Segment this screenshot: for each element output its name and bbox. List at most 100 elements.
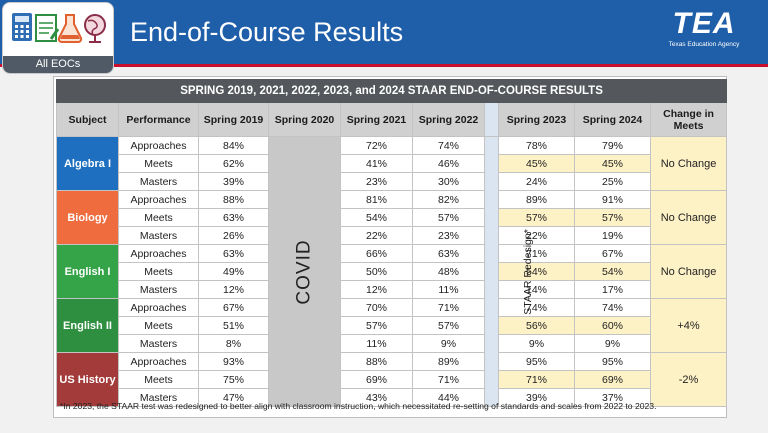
- value-cell-2019: 12%: [198, 280, 269, 299]
- value-cell-2022: 57%: [412, 316, 485, 335]
- table-row: Meets 63% 54% 57% 57% 57%: [57, 208, 727, 227]
- header-spring-2021: Spring 2021: [340, 102, 413, 137]
- value-cell-2023: 14%: [498, 280, 575, 299]
- table-row: English II Approaches 67% 70% 71% 74% 74% +4%: [56, 298, 728, 353]
- value-cell-2023: 9%: [498, 334, 575, 353]
- change-in-meets-cell: No Change: [649, 190, 728, 245]
- table-row: English I Approaches 63% 66% 63% 71% 67% No Cha…: [56, 244, 728, 299]
- value-cell-2022: 30%: [412, 172, 485, 191]
- value-cell-2021: 72%: [340, 136, 413, 155]
- results-table: SPRING 2019, 2021, 2022, 2023, and 2024 …: [55, 79, 728, 407]
- covid-column: COVID: [268, 136, 341, 407]
- value-cell-2019: 47%: [198, 388, 269, 407]
- value-cell-2024: 45%: [574, 154, 651, 173]
- performance-cell: Approaches: [118, 190, 199, 209]
- value-cell-2022: 89%: [412, 352, 485, 371]
- value-cell-2023: 74%: [498, 298, 575, 317]
- value-cell-2022: 48%: [412, 262, 485, 281]
- performance-cell: Approaches: [118, 352, 199, 371]
- value-cell-2019: 75%: [198, 370, 269, 389]
- value-cell-2023: 57%: [498, 208, 575, 227]
- value-cell-2021: 41%: [340, 154, 413, 173]
- value-cell-2024: 69%: [574, 370, 651, 389]
- performance-cell: Masters: [118, 388, 199, 407]
- value-cell-2024: 57%: [574, 208, 651, 227]
- header-change-in-meets: Change in Meets: [649, 102, 728, 137]
- value-cell-2024: 60%: [574, 316, 651, 335]
- header-spring-2024: Spring 2024: [574, 102, 651, 137]
- table-row: Algebra I Approaches 84% COVID 72% 74% STAAR R…: [56, 136, 728, 407]
- results-panel: SPRING 2019, 2021, 2022, 2023, and 2024 …: [53, 76, 728, 418]
- value-cell-2024: 67%: [574, 244, 651, 263]
- value-cell-2024: 37%: [574, 388, 651, 407]
- value-cell-2024: 9%: [574, 334, 651, 353]
- value-cell-2021: 43%: [340, 388, 413, 407]
- notebook-icon: [35, 14, 60, 42]
- value-cell-2023: 71%: [498, 244, 575, 263]
- globe-icon: [84, 14, 106, 43]
- header-subject: Subject: [56, 102, 119, 137]
- performance-cell: Masters: [118, 172, 199, 191]
- value-cell-2022: 23%: [412, 226, 485, 245]
- performance-cell: Masters: [118, 334, 199, 353]
- subject-cell: English II: [56, 298, 119, 353]
- change-in-meets-cell: No Change: [649, 136, 728, 191]
- value-cell-2023: 78%: [498, 136, 575, 155]
- value-cell-2019: 39%: [198, 172, 269, 191]
- value-cell-2022: 57%: [412, 208, 485, 227]
- header-redesign-spacer: [484, 102, 499, 137]
- tea-logo: TEA Texas Education Agency: [660, 8, 748, 56]
- table-row: Meets 75% 69% 71% 71% 69%: [57, 370, 727, 389]
- value-cell-2023: 39%: [498, 388, 575, 407]
- value-cell-2022: 71%: [412, 298, 485, 317]
- subject-cell: Algebra I: [56, 136, 119, 191]
- value-cell-2022: 71%: [412, 370, 485, 389]
- flask-icon: [57, 14, 83, 43]
- header-performance: Performance: [118, 102, 199, 137]
- header-spring-2022: Spring 2022: [412, 102, 485, 137]
- table-row: Meets 51% 57% 57% 56% 60%: [57, 316, 727, 335]
- performance-cell: Meets: [118, 262, 199, 281]
- covid-label: COVID: [293, 238, 315, 305]
- table-row: Masters 8% 11% 9% 9% 9%: [57, 334, 727, 353]
- footnote: *In 2023, the STAAR test was redesigned …: [60, 401, 657, 411]
- value-cell-2021: 54%: [340, 208, 413, 227]
- value-cell-2022: 63%: [412, 244, 485, 263]
- staar-redesign-label: STAAR Redesign*: [521, 228, 534, 315]
- header-spring-2023: Spring 2023: [498, 102, 575, 137]
- header-spring-2019: Spring 2019: [198, 102, 269, 137]
- value-cell-2024: 79%: [574, 136, 651, 155]
- performance-cell: Meets: [118, 208, 199, 227]
- value-cell-2019: 88%: [198, 190, 269, 209]
- value-cell-2021: 66%: [340, 244, 413, 263]
- performance-cell: Meets: [118, 154, 199, 173]
- value-cell-2021: 23%: [340, 172, 413, 191]
- value-cell-2022: 46%: [412, 154, 485, 173]
- tea-logo-mark: TEA: [672, 7, 736, 40]
- value-cell-2021: 69%: [340, 370, 413, 389]
- value-cell-2023: 95%: [498, 352, 575, 371]
- value-cell-2021: 88%: [340, 352, 413, 371]
- performance-cell: Meets: [118, 370, 199, 389]
- subject-cell: English I: [56, 244, 119, 299]
- table-row: Masters 47% 43% 44% 39% 37%: [57, 388, 727, 407]
- header-accent-line: [0, 64, 768, 67]
- subject-cell: US History: [56, 352, 119, 407]
- table-title: SPRING 2019, 2021, 2022, 2023, and 2024 …: [55, 79, 728, 103]
- subject-cell: Biology: [56, 190, 119, 245]
- value-cell-2019: 62%: [198, 154, 269, 173]
- table-row: US History Approaches 93% 88% 89% 95% 95% -2%: [56, 352, 728, 407]
- value-cell-2024: 91%: [574, 190, 651, 209]
- performance-cell: Approaches: [118, 298, 199, 317]
- value-cell-2023: 54%: [498, 262, 575, 281]
- change-in-meets-cell: +4%: [649, 298, 728, 353]
- value-cell-2019: 67%: [198, 298, 269, 317]
- value-cell-2021: 22%: [340, 226, 413, 245]
- value-cell-2023: 24%: [498, 172, 575, 191]
- table-row: Masters 12% 12% 11% 14% 17%: [57, 280, 727, 299]
- value-cell-2024: 25%: [574, 172, 651, 191]
- value-cell-2019: 93%: [198, 352, 269, 371]
- value-cell-2019: 51%: [198, 316, 269, 335]
- performance-cell: Approaches: [118, 136, 199, 155]
- value-cell-2019: 84%: [198, 136, 269, 155]
